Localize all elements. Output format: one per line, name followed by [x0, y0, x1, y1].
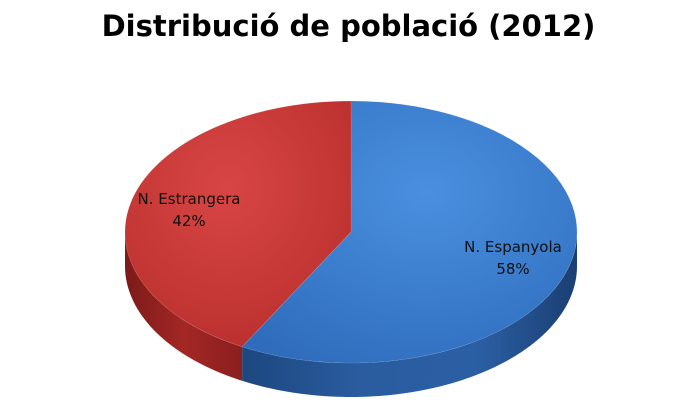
pie-side-n-estrangera — [125, 233, 243, 381]
slice-value-n-estrangera: 42% — [172, 212, 205, 230]
slice-label-n-espanyola: N. Espanyola — [464, 238, 562, 256]
slice-value-n-espanyola: 58% — [496, 260, 529, 278]
pie-slice-n-estrangera — [124, 100, 352, 348]
pie-side-n-espanyola — [242, 233, 577, 397]
pie-slice-n-espanyola — [241, 100, 578, 364]
slice-label-n-estrangera: N. Estrangera — [138, 190, 241, 208]
chart-title: Distribució de població (2012) — [101, 9, 596, 43]
